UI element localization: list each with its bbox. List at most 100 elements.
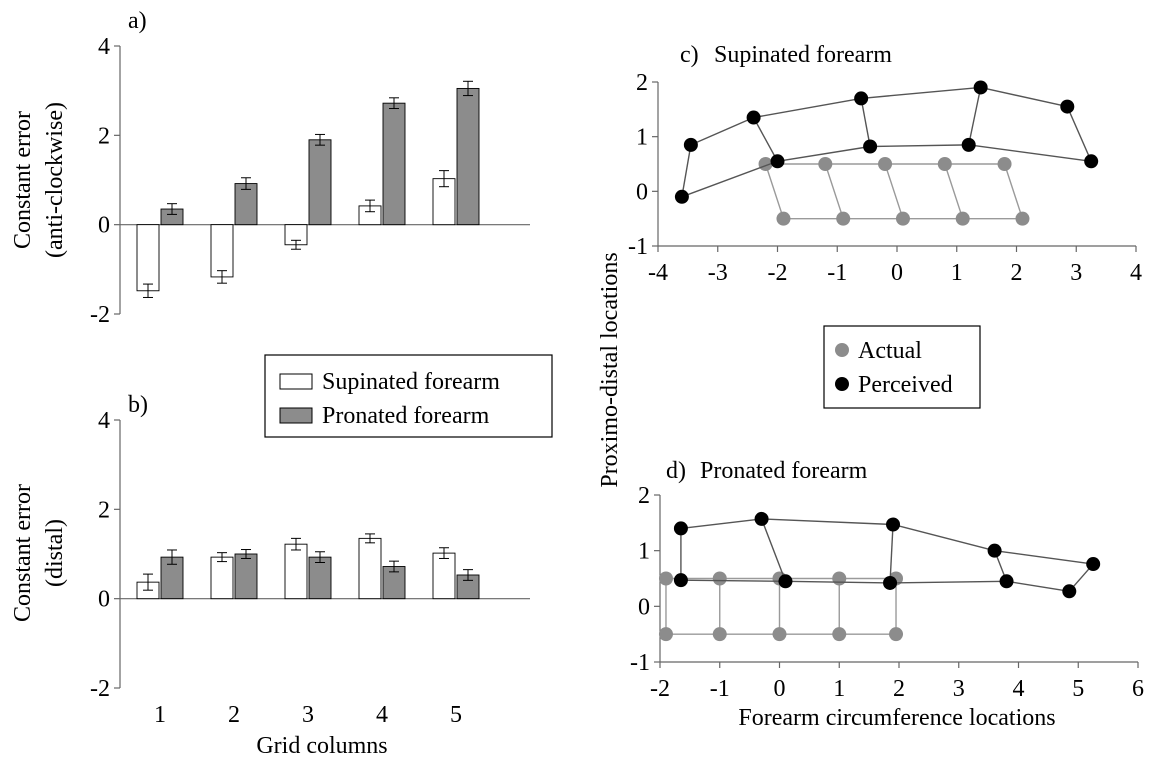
scatter-c-actual-column-line [764, 163, 785, 219]
bar-b-ytick-label: -2 [90, 676, 110, 702]
scatter-d-actual-point [889, 627, 904, 642]
scatter-c-actual-point [895, 211, 910, 226]
legend-swatch-pronated [279, 407, 313, 424]
scatter-c-actual-point [818, 157, 833, 171]
scatter-c-ytick-label: 2 [636, 70, 648, 96]
scatter-c-actual-point [955, 211, 970, 226]
scatter-d-xtick-label: 5 [1072, 676, 1084, 702]
scatter-c-xtick-label: 4 [1130, 260, 1142, 286]
bar-a-bar-pronated [456, 87, 480, 226]
scatter-d-perceived-point [673, 573, 688, 588]
bar-a-ytick-label: -2 [90, 302, 110, 328]
scatter-c-perceived-column-line [681, 144, 692, 197]
scatter-c-actual-point [836, 211, 851, 226]
scatter-c-perceived-point [1060, 99, 1075, 114]
scatter-d-perceived-point [1062, 584, 1077, 599]
bar-a-ytick-label: 4 [98, 34, 110, 60]
scatter-d-ytick-label: -1 [630, 650, 650, 676]
scatter-d-xtick-label: 2 [893, 676, 905, 702]
panel-label-a: a) [128, 8, 147, 34]
legend-marker-perceived [835, 377, 849, 391]
bar-b-bar-supinated [358, 537, 382, 600]
legend-label-pronated: Pronated forearm [322, 403, 490, 429]
bar-a-ylabel-line2: (anti-clockwise) [42, 102, 68, 258]
scatter-d-xtick-label: 1 [833, 676, 845, 702]
scatter-c-actual-point [1015, 211, 1030, 226]
legend-swatch-supinated [279, 373, 313, 390]
scatter-d-perceived-point [1086, 557, 1101, 572]
scatter-c-perceived-column-line [752, 117, 779, 162]
scatter-c-perceived-column-line [1066, 106, 1092, 162]
bar-a-bar-supinated [136, 224, 160, 292]
scatter-d-xtick-label: 0 [774, 676, 786, 702]
scatter-d-perceived-point [754, 511, 769, 526]
bar-b-ylabel-line2: (distal) [42, 519, 68, 587]
scatter-c-xtick-label: -3 [708, 260, 728, 286]
scatter-c-actual-column-line [1003, 163, 1024, 219]
scatter-d-actual-point [712, 571, 727, 586]
scatter-c-actual-point [937, 157, 952, 171]
scatter-c-perceived-point [674, 189, 689, 204]
scatter-d-perceived-point [778, 574, 793, 589]
bar-b-ylabel-line1: Constant error [10, 484, 36, 622]
scatter-c-ytick-label: -1 [628, 234, 648, 260]
bar-a-ylabel-line1: Constant error [10, 111, 36, 249]
scatter-c-actual-point [997, 157, 1012, 171]
scatter-d-perceived-column-line [889, 524, 894, 583]
scatter-legend: Actual Perceived [823, 325, 981, 409]
scatter-xlabel: Forearm circumference locations [738, 705, 1055, 731]
scatter-d-xtick-label: 4 [1013, 676, 1025, 702]
scatter-d-actual-point [832, 627, 847, 642]
bar-b-xtick-label: 1 [154, 702, 166, 728]
scatter-c-xtick-label: 2 [1011, 260, 1023, 286]
bar-a-ytick-label: 2 [98, 123, 110, 149]
legend-label-actual: Actual [858, 338, 922, 364]
panel-title-c: Supinated forearm [714, 42, 892, 68]
bar-b-bar-supinated [284, 543, 308, 600]
scatter-d-perceived-point [999, 574, 1014, 589]
scatter-c-xtick-label: -4 [648, 260, 668, 286]
legend-label-perceived: Perceived [858, 372, 953, 398]
bar-b-xtick-label: 2 [228, 702, 240, 728]
bar-b-xtick-label: 3 [302, 702, 314, 728]
scatter-legend-box [823, 325, 981, 409]
scatter-c-actual-column-line [944, 163, 964, 219]
scatter-d-actual-point [772, 627, 787, 642]
bar-b-bar-supinated [210, 556, 234, 600]
scatter-c-perceived-point [683, 137, 698, 152]
scatter-d-xtick-label: -1 [710, 676, 730, 702]
scatter-d-actual-point [658, 571, 673, 586]
scatter-d-xtick-label: 3 [953, 676, 965, 702]
bar-legend: Supinated forearm Pronated forearm [264, 354, 553, 438]
bar-a-bar-supinated [210, 224, 234, 278]
scatter-c-xtick-label: 1 [951, 260, 963, 286]
legend-marker-actual [835, 343, 849, 357]
bar-b-bar-pronated [234, 553, 258, 600]
scatter-c-perceived-point [1084, 154, 1099, 169]
scatter-c-perceived-point [973, 80, 988, 95]
scatter-d-ytick-label: 2 [638, 483, 650, 509]
scatter-c-xtick-label: 3 [1070, 260, 1082, 286]
bar-xlabel: Grid columns [256, 733, 387, 759]
scatter-c-perceived-column-line [860, 98, 871, 147]
scatter-d-perceived-column-line [760, 518, 787, 582]
bar-b-bar-pronated [308, 556, 332, 600]
scatter-d-xtick-label: -2 [650, 676, 670, 702]
bar-b-xtick-label: 5 [450, 702, 462, 728]
scatter-d-perceived-point [673, 521, 688, 536]
legend-label-supinated: Supinated forearm [322, 369, 500, 395]
scatter-c-actual-column-line [884, 163, 904, 219]
bar-b-bar-supinated [432, 552, 456, 600]
scatter-d-perceived-point [886, 517, 901, 532]
scatter-d-ytick-label: 0 [638, 594, 650, 620]
panel-label-b: b) [128, 392, 148, 418]
bar-b-ytick-label: 0 [98, 587, 110, 613]
scatter-c-ytick-label: 0 [636, 179, 648, 205]
scatter-d-ytick-label: 1 [638, 539, 650, 565]
scatter-c-perceived-point [863, 139, 878, 154]
panel-label-c: c) [680, 42, 699, 68]
scatter-c-actual-point [878, 157, 893, 171]
scatter-c-xtick-label: -2 [768, 260, 788, 286]
bar-a-ytick-label: 0 [98, 213, 110, 239]
